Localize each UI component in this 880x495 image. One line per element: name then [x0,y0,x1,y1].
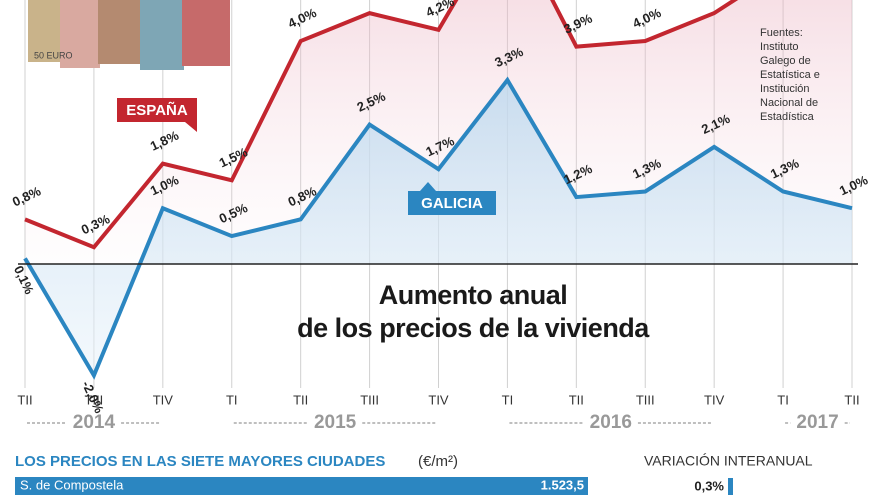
source-line: Galego de [760,55,811,67]
cities-table: LOS PRECIOS EN LAS SIETE MAYORES CIUDADE… [15,453,813,495]
legend-tag [408,191,496,215]
banknote [140,0,184,70]
x-tick-label: TIV [153,392,174,407]
banknote [60,0,100,68]
banknotes-illustration: 50 EURO [28,0,230,70]
galicia-area [25,80,852,376]
banknote-mark: 50 EURO [34,50,73,60]
x-tick-label: TI [502,392,514,407]
source-line: Nacional de [760,97,818,109]
x-tick-label: TII [569,392,584,407]
table-title: LOS PRECIOS EN LAS SIETE MAYORES CIUDADE… [15,453,385,470]
data-label: 0,8% [10,183,44,209]
x-tick-label: TIII [636,392,655,407]
city-change: 0,3% [694,478,724,493]
source-line: Instituto [760,41,799,53]
year-label: 2017 [796,412,838,433]
x-tick-label: TI [226,392,238,407]
table-unit: (€/m²) [418,453,458,470]
x-tick-label: TII [17,392,32,407]
source-line: Estadística [760,111,815,123]
source-line: Estatística e [760,69,820,81]
x-tick-label: TIV [704,392,725,407]
series-line [23,76,853,380]
change-bar [728,478,733,495]
legend-label: GALICIA [421,195,483,212]
data-label: 4,0% [286,5,320,31]
banknote [182,0,230,66]
x-tick-label: TIV [428,392,449,407]
data-label: 1,8% [148,127,182,153]
table-change-title: VARIACIÓN INTERANUAL [644,453,813,469]
banknote [98,0,142,64]
year-label: 2015 [314,412,357,433]
background-layer [24,0,853,388]
x-tick-label: TII [844,392,859,407]
year-label: 2014 [73,412,116,433]
legend-label: ESPAÑA [126,101,188,119]
data-label: 4,5% [355,0,389,3]
legend-tag [117,98,197,122]
year-label: 2016 [590,412,632,433]
data-label: 4,0% [630,5,664,31]
x-tick-label: TI [777,392,789,407]
city-bar [15,477,588,495]
city-price: 1.523,5 [541,477,584,492]
city-name: S. de Compostela [20,477,124,492]
x-tick-label: TIII [85,392,104,407]
sources: Fuentes: Instituto Galego de Estatística e I… [760,27,820,123]
chart-title: Aumento anual [379,280,568,310]
legend-pointer [185,122,197,132]
series-line [24,0,739,250]
source-line: Fuentes: [760,27,803,39]
data-label: 3,9% [561,10,595,36]
source-line: Institución [760,83,810,95]
legend-pointer [420,182,436,191]
x-tick-label: TII [293,392,308,407]
chart-title: de los precios de la vivienda [297,313,650,343]
x-tick-label: TIII [360,392,379,407]
